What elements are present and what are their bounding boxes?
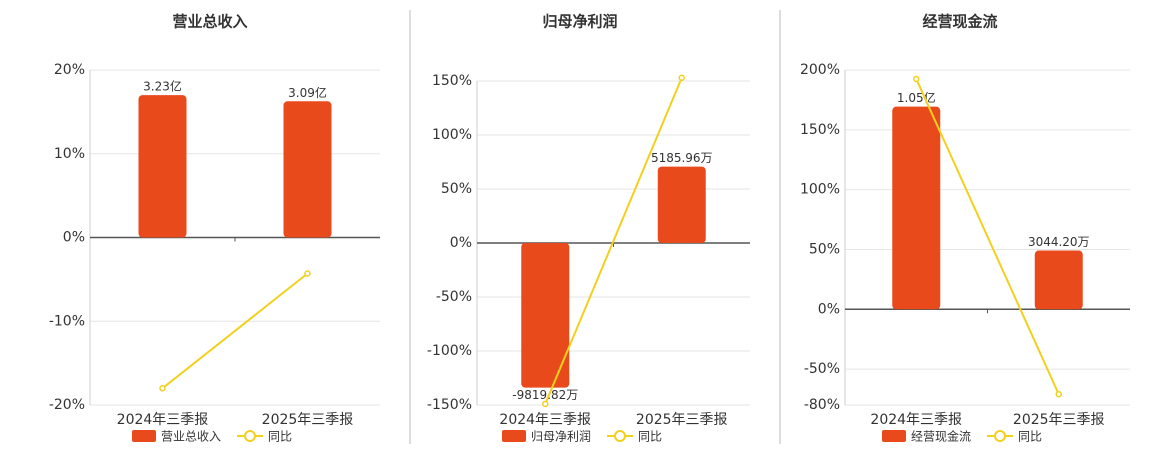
y-tick-label: -100% (427, 343, 472, 359)
bar (657, 166, 706, 243)
legend-marker (244, 430, 256, 442)
bar (1034, 250, 1083, 310)
y-tick-label: -50% (436, 289, 472, 305)
bar (283, 101, 332, 238)
value-label: 3.09亿 (288, 85, 327, 100)
line-point (542, 400, 549, 408)
chart-title: 营业总收入 (172, 13, 247, 31)
value-label: 1.05亿 (897, 90, 936, 105)
y-tick-label: 100% (800, 182, 840, 198)
y-tick-label: 50% (809, 241, 840, 257)
value-label: 3.23亿 (143, 79, 182, 94)
legend-label: 经营现金流 (911, 429, 971, 444)
y-tick-label: 50% (441, 181, 472, 197)
bar (892, 106, 941, 310)
y-tick-label: 100% (432, 127, 472, 143)
y-tick-label: 10% (54, 146, 85, 162)
chart-title: 经营现金流 (922, 13, 997, 31)
legend-marker (994, 430, 1006, 442)
y-tick-label: -10% (49, 313, 85, 329)
y-tick-label: -80% (804, 397, 840, 413)
x-tick-label: 2024年三季报 (117, 412, 209, 428)
line-point (913, 75, 920, 83)
y-tick-label: 20% (54, 62, 85, 78)
value-label: -9819.82万 (512, 388, 578, 402)
line-point (304, 270, 311, 277)
value-label: 3044.20万 (1028, 235, 1090, 249)
y-tick-label: -50% (804, 361, 840, 377)
y-tick-label: 0% (450, 235, 472, 251)
bar (521, 243, 570, 388)
legend-label: 营业总收入 (161, 430, 221, 444)
x-tick-label: 2025年三季报 (636, 412, 728, 428)
y-tick-label: 150% (800, 122, 840, 138)
y-tick-label: -150% (427, 397, 472, 413)
x-tick-label: 2024年三季报 (499, 412, 591, 428)
legend-swatch (882, 430, 906, 442)
bar (138, 95, 187, 238)
line (544, 77, 683, 405)
line-point (678, 74, 685, 82)
x-tick-label: 2024年三季报 (870, 412, 962, 428)
legend-marker (614, 430, 626, 442)
line-point (159, 385, 166, 392)
legend-label: 归母净利润 (531, 430, 591, 444)
y-tick-label: 0% (818, 301, 840, 317)
legend-swatch (132, 430, 156, 442)
legend-swatch (502, 430, 526, 442)
line (915, 78, 1060, 395)
legend-label: 同比 (1018, 430, 1042, 444)
line (161, 272, 309, 390)
legend-label: 同比 (268, 430, 292, 444)
x-tick-label: 2025年三季报 (1013, 412, 1105, 428)
x-tick-label: 2025年三季报 (262, 412, 354, 428)
line-point (1055, 390, 1062, 398)
value-label: 5185.96万 (651, 151, 713, 165)
y-tick-label: 0% (63, 230, 85, 246)
chart-title: 归母净利润 (542, 13, 617, 31)
y-tick-label: 150% (432, 73, 472, 89)
legend-label: 同比 (638, 430, 662, 444)
y-tick-label: 200% (800, 62, 840, 78)
y-tick-label: -20% (49, 397, 85, 413)
